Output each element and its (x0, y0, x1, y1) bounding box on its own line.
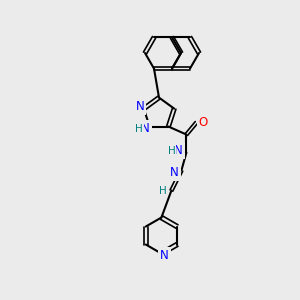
Text: N: N (170, 166, 179, 179)
Text: O: O (199, 116, 208, 129)
Text: N: N (135, 100, 144, 113)
Text: N: N (174, 144, 183, 157)
Text: N: N (141, 122, 150, 135)
Text: H: H (167, 146, 175, 155)
Text: H: H (158, 185, 166, 196)
Text: N: N (160, 249, 169, 262)
Text: N: N (174, 144, 183, 157)
Text: N: N (160, 249, 169, 262)
Text: H: H (158, 185, 166, 196)
Text: N: N (135, 100, 144, 113)
Text: N: N (170, 166, 179, 179)
Text: O: O (199, 116, 208, 129)
Text: H: H (135, 124, 142, 134)
Text: O: O (199, 116, 208, 129)
Text: H: H (135, 124, 142, 134)
Text: N: N (141, 122, 150, 135)
Text: H: H (167, 146, 175, 155)
